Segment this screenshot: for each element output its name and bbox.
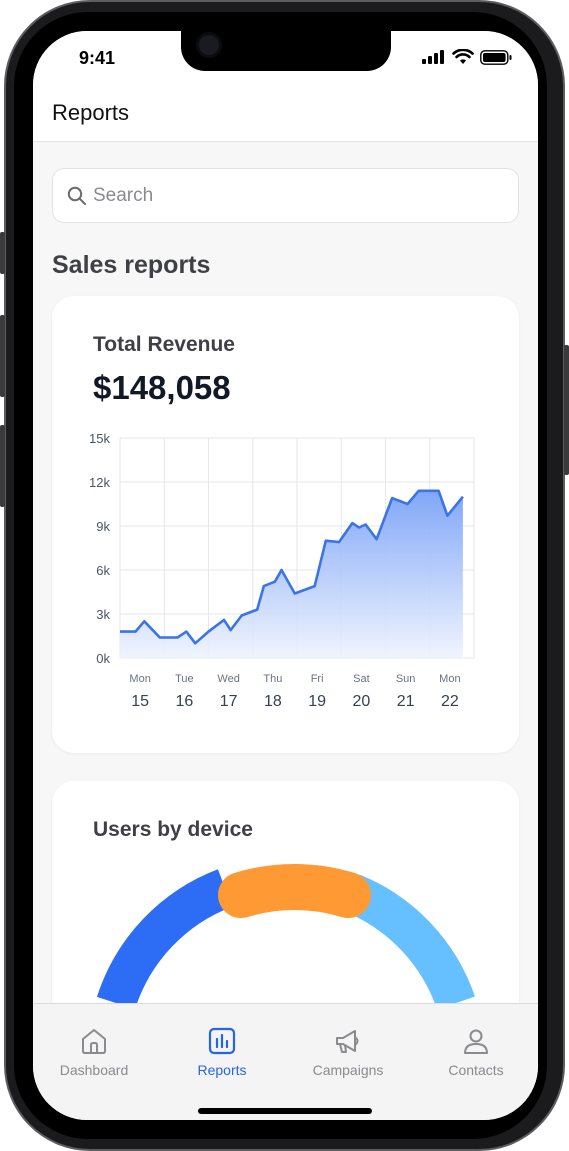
power-button xyxy=(564,345,569,475)
revenue-card: Total Revenue $148,058 0k 3k 6k 9k 12k 15k Mon… xyxy=(52,296,519,753)
y-tick-label: 15k xyxy=(89,431,110,446)
phone-screen: 9:41 Reports xyxy=(33,31,538,1120)
status-time: 9:41 xyxy=(79,48,116,68)
x-tick-day-label: Wed xyxy=(217,673,239,685)
device-donut-chart xyxy=(96,863,475,1010)
x-tick-date-label: 22 xyxy=(441,693,459,710)
wifi-icon xyxy=(452,49,474,64)
x-tick-day-label: Tue xyxy=(175,673,194,685)
donut-segment-orange xyxy=(218,863,371,918)
x-tick-date-label: 21 xyxy=(397,693,415,710)
x-tick-date-label: 18 xyxy=(264,693,282,710)
x-tick-date-label: 19 xyxy=(308,693,326,710)
volume-up-button xyxy=(0,315,5,397)
signal-icon xyxy=(422,50,444,64)
tab-label: Campaigns xyxy=(312,1062,384,1078)
donut-segment-light-blue xyxy=(344,874,475,1010)
revenue-area xyxy=(120,490,463,658)
tab-dashboard[interactable]: Dashboard xyxy=(39,1026,149,1078)
tab-reports[interactable]: Reports xyxy=(167,1026,277,1078)
megaphone-icon xyxy=(336,1030,359,1053)
y-tick-label: 6k xyxy=(96,563,110,578)
revenue-value: $148,058 xyxy=(93,369,231,406)
search-bar[interactable] xyxy=(52,168,519,223)
tab-contacts[interactable]: Contacts xyxy=(421,1026,531,1078)
user-icon xyxy=(464,1029,488,1054)
home-icon xyxy=(82,1029,106,1054)
app-header: Reports xyxy=(33,91,538,142)
x-tick-date-label: 16 xyxy=(175,693,193,710)
y-tick-label: 9k xyxy=(96,519,110,534)
users-by-device-title: Users by device xyxy=(93,818,253,841)
tab-label: Reports xyxy=(197,1062,247,1078)
y-tick-label: 3k xyxy=(96,607,110,622)
y-tick-label: 0k xyxy=(96,651,110,666)
home-indicator xyxy=(198,1108,372,1114)
donut-segment-blue xyxy=(96,869,233,1010)
tab-campaigns[interactable]: Campaigns xyxy=(293,1026,403,1078)
page-title: Reports xyxy=(52,100,130,125)
x-tick-day-label: Sat xyxy=(353,673,370,685)
mute-switch xyxy=(0,232,5,274)
x-tick-day-label: Thu xyxy=(263,673,282,685)
x-tick-date-label: 17 xyxy=(220,693,238,710)
revenue-chart: 0k 3k 6k 9k 12k 15k Mon 15 Tue 16 Wed 17 Thu 18 Fri 19 S… xyxy=(89,431,475,710)
x-tick-day-label: Fri xyxy=(311,673,324,685)
chart-icon xyxy=(208,1027,236,1055)
revenue-line xyxy=(120,489,464,645)
search-icon xyxy=(67,186,86,205)
front-camera xyxy=(196,32,222,58)
status-icons xyxy=(422,49,512,65)
battery-icon xyxy=(480,49,512,65)
y-tick-label: 12k xyxy=(89,475,110,490)
search-input[interactable] xyxy=(93,182,493,210)
volume-down-button xyxy=(0,425,5,507)
x-tick-day-label: Sun xyxy=(396,673,416,685)
tab-label: Dashboard xyxy=(59,1062,129,1078)
section-title: Sales reports xyxy=(52,251,211,279)
tab-label: Contacts xyxy=(448,1062,504,1078)
x-tick-day-label: Mon xyxy=(439,673,460,685)
x-tick-date-label: 15 xyxy=(131,693,149,710)
revenue-label: Total Revenue xyxy=(93,333,235,356)
x-tick-day-label: Mon xyxy=(129,673,150,685)
tab-bar: Dashboard Reports Campaigns C xyxy=(33,1003,538,1120)
x-tick-date-label: 20 xyxy=(352,693,370,710)
